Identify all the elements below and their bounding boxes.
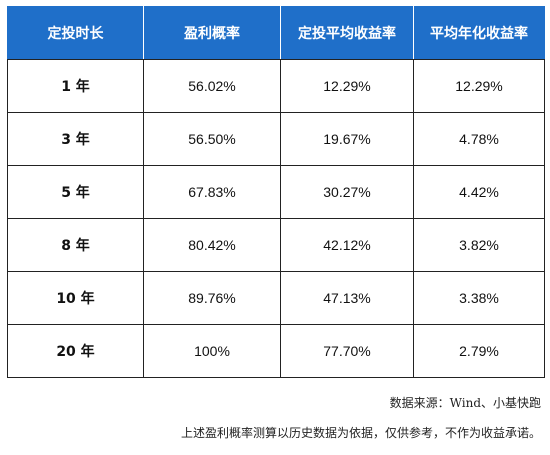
period-cell: 20 年 <box>7 324 144 378</box>
table-row: 20 年 100% 77.70% 2.79% <box>7 324 545 378</box>
header-average-return: 定投平均收益率 <box>280 6 414 60</box>
avg-return-cell: 77.70% <box>280 324 414 378</box>
table-row: 5 年 67.83% 30.27% 4.42% <box>7 165 545 219</box>
period-cell: 8 年 <box>7 218 144 272</box>
table-row: 1 年 56.02% 12.29% 12.29% <box>7 59 545 113</box>
avg-return-cell: 30.27% <box>280 165 414 219</box>
table-header-row: 定投时长 盈利概率 定投平均收益率 平均年化收益率 <box>7 6 545 60</box>
period-cell: 10 年 <box>7 271 144 325</box>
data-source-note: 数据来源：Wind、小基快跑 <box>389 396 541 410</box>
profit-prob-cell: 100% <box>143 324 281 378</box>
table-row: 3 年 56.50% 19.67% 4.78% <box>7 112 545 166</box>
avg-return-cell: 12.29% <box>280 59 414 113</box>
header-period: 定投时长 <box>7 6 144 60</box>
annual-return-cell: 2.79% <box>413 324 545 378</box>
avg-return-cell: 47.13% <box>280 271 414 325</box>
avg-return-cell: 19.67% <box>280 112 414 166</box>
period-cell: 3 年 <box>7 112 144 166</box>
disclaimer-note: 上述盈利概率测算以历史数据为依据，仅供参考，不作为收益承诺。 <box>180 426 541 440</box>
annual-return-cell: 4.42% <box>413 165 545 219</box>
annual-return-cell: 3.38% <box>413 271 545 325</box>
profit-prob-cell: 67.83% <box>143 165 281 219</box>
profit-prob-cell: 56.02% <box>143 59 281 113</box>
annual-return-cell: 4.78% <box>413 112 545 166</box>
returns-table: 定投时长 盈利概率 定投平均收益率 平均年化收益率 1 年 56.02% 12.… <box>7 6 545 378</box>
table-row: 10 年 89.76% 47.13% 3.38% <box>7 271 545 325</box>
header-profit-probability: 盈利概率 <box>143 6 281 60</box>
header-annualized-return: 平均年化收益率 <box>413 6 545 60</box>
profit-prob-cell: 56.50% <box>143 112 281 166</box>
period-cell: 5 年 <box>7 165 144 219</box>
profit-prob-cell: 89.76% <box>143 271 281 325</box>
period-cell: 1 年 <box>7 59 144 113</box>
annual-return-cell: 3.82% <box>413 218 545 272</box>
table-row: 8 年 80.42% 42.12% 3.82% <box>7 218 545 272</box>
annual-return-cell: 12.29% <box>413 59 545 113</box>
avg-return-cell: 42.12% <box>280 218 414 272</box>
profit-prob-cell: 80.42% <box>143 218 281 272</box>
